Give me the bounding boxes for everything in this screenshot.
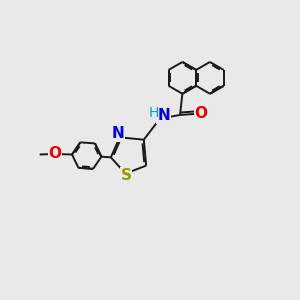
Text: S: S <box>121 167 132 182</box>
Text: H: H <box>148 106 159 120</box>
Text: O: O <box>195 106 208 121</box>
Text: N: N <box>157 108 170 123</box>
Text: O: O <box>48 146 62 161</box>
Text: N: N <box>112 126 124 141</box>
